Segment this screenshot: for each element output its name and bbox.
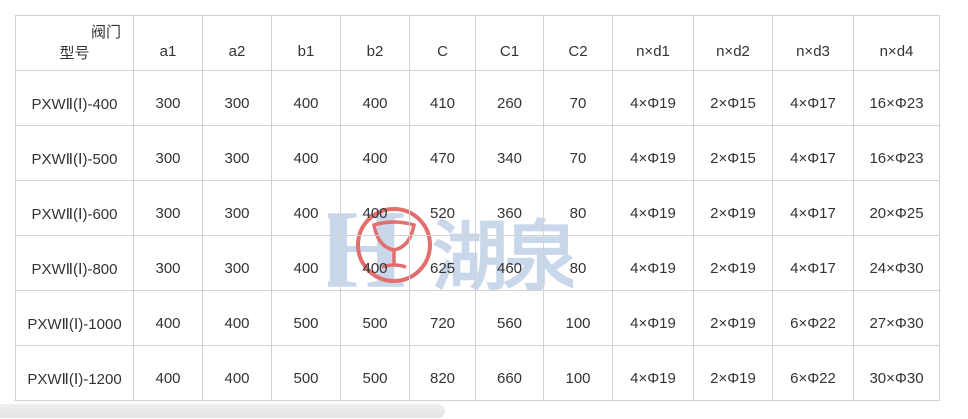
cell-nd2: 2×Φ19 [693, 180, 773, 236]
column-header-b1: b1 [271, 15, 341, 71]
column-header-a1: a1 [133, 15, 203, 71]
cell-b2: 500 [340, 345, 410, 401]
table-row: PXWⅡ(Ⅰ)-1000 400 400 500 500 720 560 100… [15, 290, 940, 346]
cell-b2: 500 [340, 290, 410, 346]
cell-nd4: 16×Φ23 [853, 125, 940, 181]
cell-c1: 260 [475, 70, 544, 126]
cell-c: 470 [409, 125, 476, 181]
column-header-c1: C1 [475, 15, 544, 71]
cell-c1: 660 [475, 345, 544, 401]
cell-nd3: 4×Φ17 [772, 125, 854, 181]
column-header-nd2: n×d2 [693, 15, 773, 71]
cell-b1: 400 [271, 180, 341, 236]
cell-a1: 300 [133, 70, 203, 126]
cell-nd4: 20×Φ25 [853, 180, 940, 236]
column-header-nd1: n×d1 [612, 15, 694, 71]
cell-model: PXWⅡ(Ⅰ)-1200 [15, 345, 134, 401]
cell-b1: 400 [271, 70, 341, 126]
cell-nd4: 30×Φ30 [853, 345, 940, 401]
cell-b2: 400 [340, 180, 410, 236]
table-row: PXWⅡ(Ⅰ)-1200 400 400 500 500 820 660 100… [15, 345, 940, 401]
cell-c1: 460 [475, 235, 544, 291]
cell-c1: 560 [475, 290, 544, 346]
cell-nd1: 4×Φ19 [612, 235, 694, 291]
cell-nd1: 4×Φ19 [612, 290, 694, 346]
cell-nd2: 2×Φ15 [693, 125, 773, 181]
cell-c2: 100 [543, 345, 613, 401]
cell-nd1: 4×Φ19 [612, 180, 694, 236]
cell-a1: 400 [133, 345, 203, 401]
cell-c: 820 [409, 345, 476, 401]
cell-c: 410 [409, 70, 476, 126]
cell-a2: 300 [202, 70, 272, 126]
cell-b2: 400 [340, 235, 410, 291]
valve-spec-table: 阀门 型号 a1 a2 b1 b2 C C1 C2 n×d1 n×d2 n×d3… [15, 15, 940, 401]
cell-nd2: 2×Φ19 [693, 235, 773, 291]
cell-a1: 400 [133, 290, 203, 346]
cell-model: PXWⅡ(Ⅰ)-400 [15, 70, 134, 126]
cell-c2: 80 [543, 180, 613, 236]
cell-b1: 400 [271, 235, 341, 291]
cell-model: PXWⅡ(Ⅰ)-500 [15, 125, 134, 181]
cell-model: PXWⅡ(Ⅰ)-800 [15, 235, 134, 291]
cell-b2: 400 [340, 125, 410, 181]
cell-b1: 500 [271, 345, 341, 401]
table-row: PXWⅡ(Ⅰ)-600 300 300 400 400 520 360 80 4… [15, 180, 940, 236]
column-header-nd4: n×d4 [853, 15, 940, 71]
cell-a2: 300 [202, 235, 272, 291]
cell-nd1: 4×Φ19 [612, 345, 694, 401]
cell-c2: 70 [543, 70, 613, 126]
cell-nd3: 6×Φ22 [772, 290, 854, 346]
cell-nd3: 4×Φ17 [772, 180, 854, 236]
column-header-a2: a2 [202, 15, 272, 71]
header-row: 阀门 型号 a1 a2 b1 b2 C C1 C2 n×d1 n×d2 n×d3… [15, 15, 940, 71]
cell-nd1: 4×Φ19 [612, 70, 694, 126]
column-header-c2: C2 [543, 15, 613, 71]
cell-b2: 400 [340, 70, 410, 126]
column-header-nd3: n×d3 [772, 15, 854, 71]
cell-nd2: 2×Φ19 [693, 345, 773, 401]
cell-c1: 360 [475, 180, 544, 236]
cell-c2: 70 [543, 125, 613, 181]
cell-model: PXWⅡ(Ⅰ)-600 [15, 180, 134, 236]
cell-nd3: 6×Φ22 [772, 345, 854, 401]
cell-a1: 300 [133, 125, 203, 181]
corner-label-valve: 阀门 [90, 24, 121, 41]
cell-c: 625 [409, 235, 476, 291]
table-row: PXWⅡ(Ⅰ)-800 300 300 400 400 625 460 80 4… [15, 235, 940, 291]
cell-nd3: 4×Φ17 [772, 70, 854, 126]
cell-c1: 340 [475, 125, 544, 181]
cell-nd4: 27×Φ30 [853, 290, 940, 346]
cell-nd1: 4×Φ19 [612, 125, 694, 181]
cell-nd2: 2×Φ15 [693, 70, 773, 126]
corner-label-model: 型号 [59, 45, 90, 62]
cell-model: PXWⅡ(Ⅰ)-1000 [15, 290, 134, 346]
cell-nd3: 4×Φ17 [772, 235, 854, 291]
cell-a2: 400 [202, 290, 272, 346]
cell-c2: 100 [543, 290, 613, 346]
cell-nd2: 2×Φ19 [693, 290, 773, 346]
cell-a1: 300 [133, 235, 203, 291]
horizontal-scrollbar-thumb[interactable] [0, 404, 445, 418]
cell-c2: 80 [543, 235, 613, 291]
cell-nd4: 16×Φ23 [853, 70, 940, 126]
cell-c: 520 [409, 180, 476, 236]
table-row: PXWⅡ(Ⅰ)-500 300 300 400 400 470 340 70 4… [15, 125, 940, 181]
cell-a2: 400 [202, 345, 272, 401]
table-row: PXWⅡ(Ⅰ)-400 300 300 400 400 410 260 70 4… [15, 70, 940, 126]
corner-header-cell: 阀门 型号 [15, 15, 134, 71]
column-header-c: C [409, 15, 476, 71]
cell-a1: 300 [133, 180, 203, 236]
cell-a2: 300 [202, 180, 272, 236]
cell-b1: 400 [271, 125, 341, 181]
cell-a2: 300 [202, 125, 272, 181]
cell-nd4: 24×Φ30 [853, 235, 940, 291]
column-header-b2: b2 [340, 15, 410, 71]
cell-b1: 500 [271, 290, 341, 346]
cell-c: 720 [409, 290, 476, 346]
